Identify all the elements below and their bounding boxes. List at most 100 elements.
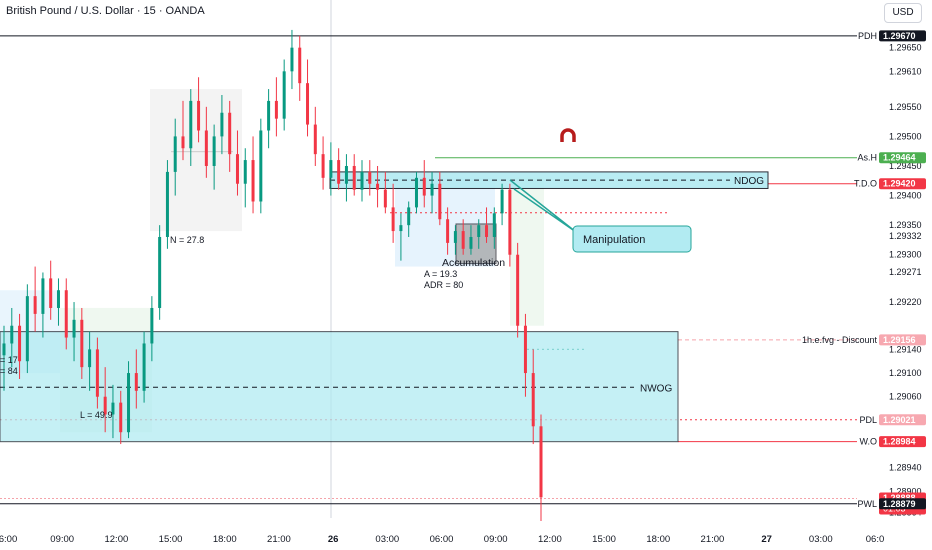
candle-body <box>508 189 512 255</box>
candle-body <box>64 290 68 338</box>
candle-body <box>228 112 232 155</box>
manipulation-label: Manipulation <box>583 234 645 246</box>
price-tick-label: 1.29220 <box>889 297 922 307</box>
candle-body <box>2 343 6 356</box>
candle-body <box>103 396 107 415</box>
price-tick-label: 1.29271 <box>889 267 922 277</box>
candle-body <box>391 207 395 232</box>
candle-body <box>212 136 216 166</box>
candle-body <box>337 160 341 184</box>
candle-body <box>523 325 527 374</box>
candle-body <box>376 183 380 190</box>
price-tick-label: 1.29610 <box>889 66 922 76</box>
time-tick-label: 27 <box>761 534 772 545</box>
candle-body <box>251 160 255 202</box>
price-tick-label: 1.29650 <box>889 43 922 53</box>
time-tick-label: 21:00 <box>267 534 291 545</box>
price-tick-label: 1.29350 <box>889 220 922 230</box>
zones <box>0 171 769 443</box>
price-tag-label: 1.28879 <box>883 499 916 509</box>
candle-body <box>500 189 504 214</box>
session-box <box>510 177 544 326</box>
candle-body <box>329 160 333 178</box>
price-tick-label: 1.28940 <box>889 463 922 473</box>
candle-body <box>189 100 193 149</box>
price-tag-label: 1.29420 <box>883 179 916 189</box>
candle-body <box>360 171 364 190</box>
candle-body <box>111 402 115 415</box>
adr-stat-label: ADR = 80 <box>424 280 463 290</box>
level-label: W.O <box>860 437 878 447</box>
price-tick-label: 1.29100 <box>889 368 922 378</box>
level-label: PDL <box>859 415 877 425</box>
left-stat-label: = 17 <box>0 355 18 365</box>
price-tag-label: 1.29464 <box>883 153 916 163</box>
candle-body <box>181 136 185 149</box>
candle-body <box>383 189 387 208</box>
price-tick-label: 1.29450 <box>889 161 922 171</box>
candle-body <box>197 100 201 131</box>
candle-body <box>344 165 348 184</box>
time-tick-label: 15:00 <box>159 534 183 545</box>
candle-body <box>290 47 294 72</box>
magnet-icon <box>560 128 576 142</box>
candle-body <box>95 349 99 397</box>
candle-body <box>274 100 278 119</box>
candle-body <box>49 278 53 308</box>
candle-body <box>492 213 496 237</box>
candle-body <box>485 225 489 237</box>
session-mid-line <box>171 151 233 153</box>
price-axis[interactable]: 1.296501.296101.295501.295001.294501.294… <box>802 30 926 518</box>
level-label: PDH <box>858 31 877 41</box>
candle-body <box>243 160 247 184</box>
price-tag <box>879 334 926 346</box>
candle-body <box>158 236 162 308</box>
time-tick-label: 06:0 <box>866 534 885 545</box>
currency-button[interactable]: USD <box>884 3 922 23</box>
session-box <box>150 89 242 232</box>
level-label: PWL <box>857 499 877 509</box>
left-stat-label: = 84 <box>0 366 18 376</box>
time-tick-label: 6:00 <box>0 534 17 545</box>
manipulation-callout <box>572 225 692 253</box>
candle-body <box>469 236 473 249</box>
time-tick-label: 03:00 <box>375 534 399 545</box>
price-tag-label: 1.29156 <box>883 335 916 345</box>
time-axis[interactable]: 6:00 09:00 12:00 15:00 18:00 21:00 26 03:00 06:0… <box>0 527 932 545</box>
candle-body <box>119 402 123 433</box>
candle-body <box>407 207 411 226</box>
price-tag <box>879 178 926 190</box>
price-tag <box>879 414 926 426</box>
l-stat-label: L = 49.9 <box>80 410 112 420</box>
candle-body <box>220 112 224 137</box>
candle-body <box>461 231 465 249</box>
price-tick-label: 1.29060 <box>889 392 922 402</box>
level-label: 1h.e.fvg - Discount <box>802 335 878 345</box>
price-tag-label: 1.28888 <box>883 493 916 503</box>
time-tick-label: 09:00 <box>50 534 74 545</box>
price-tag <box>879 152 926 164</box>
price-tick-label: 1.29400 <box>889 191 922 201</box>
time-tick-label: 21:00 <box>701 534 725 545</box>
candle-body <box>41 278 45 314</box>
time-tick-label: 18:00 <box>646 534 670 545</box>
candle-body <box>430 183 434 196</box>
candle-body <box>368 171 372 184</box>
price-tag-label: 1.29670 <box>883 31 916 41</box>
price-tick-label: 1.29500 <box>889 131 922 141</box>
candle-body <box>352 165 356 190</box>
candle-body <box>10 325 14 344</box>
level-label: T.D.O <box>854 179 877 189</box>
candle-body <box>298 47 302 84</box>
candles <box>2 29 543 521</box>
level-label: As.H <box>857 153 877 163</box>
price-tick-label: 1.29332 <box>889 231 922 241</box>
n-stat-label: N = 27.8 <box>170 235 204 245</box>
candle-body <box>165 171 169 237</box>
price-tick-label: 1.28900 <box>889 486 922 496</box>
price-tag-label: 1.29021 <box>883 415 916 425</box>
chart-symbol-title: British Pound / U.S. Dollar · 15 · OANDA <box>6 5 205 17</box>
time-tick-label: 12:00 <box>104 534 128 545</box>
time-tick-label: 12:00 <box>538 534 562 545</box>
